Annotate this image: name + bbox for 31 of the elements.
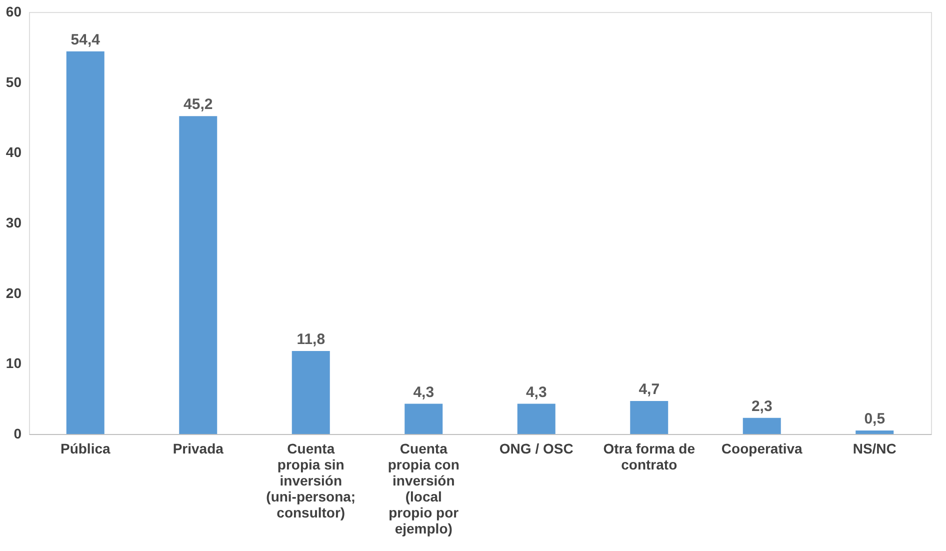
bar xyxy=(517,404,556,434)
y-tick-label: 10 xyxy=(6,355,22,372)
x-tick-label: Cooperativa xyxy=(721,440,803,456)
data-label: 4,3 xyxy=(413,384,434,401)
data-label: 45,2 xyxy=(184,96,213,114)
data-label: 4,7 xyxy=(638,380,660,398)
y-tick-label: 0 xyxy=(14,426,22,442)
bar xyxy=(292,351,330,434)
y-tick-label: 60 xyxy=(6,4,22,20)
bar xyxy=(856,430,894,434)
x-tick-label: NS/NC xyxy=(852,440,896,456)
y-tick-label: 30 xyxy=(6,214,22,230)
data-label: 0,5 xyxy=(864,410,886,428)
bar xyxy=(630,400,668,434)
bar xyxy=(404,404,443,434)
x-tick-label: Pública xyxy=(60,440,110,456)
x-tick-label: Cuenta propia sin inversión (uni-persona; consultor) xyxy=(266,440,356,520)
bar xyxy=(66,51,104,434)
bar xyxy=(742,418,781,434)
bar xyxy=(179,116,218,434)
y-tick-label: 40 xyxy=(6,144,22,160)
x-tick-label: Cuenta propia con inversión (local propio por ejemplo) xyxy=(388,440,460,536)
data-label: 4,3 xyxy=(526,384,547,401)
y-tick-label: 50 xyxy=(6,74,22,90)
y-tick-label: 20 xyxy=(6,284,22,301)
x-tick-label: Privada xyxy=(172,440,224,456)
data-label: 11,8 xyxy=(296,331,326,348)
x-tick-label: Otra forma de contrato xyxy=(603,440,696,472)
data-label: 54,4 xyxy=(70,31,101,48)
data-label: 2,3 xyxy=(751,398,772,415)
x-tick-label: ONG / OSC xyxy=(499,440,574,456)
